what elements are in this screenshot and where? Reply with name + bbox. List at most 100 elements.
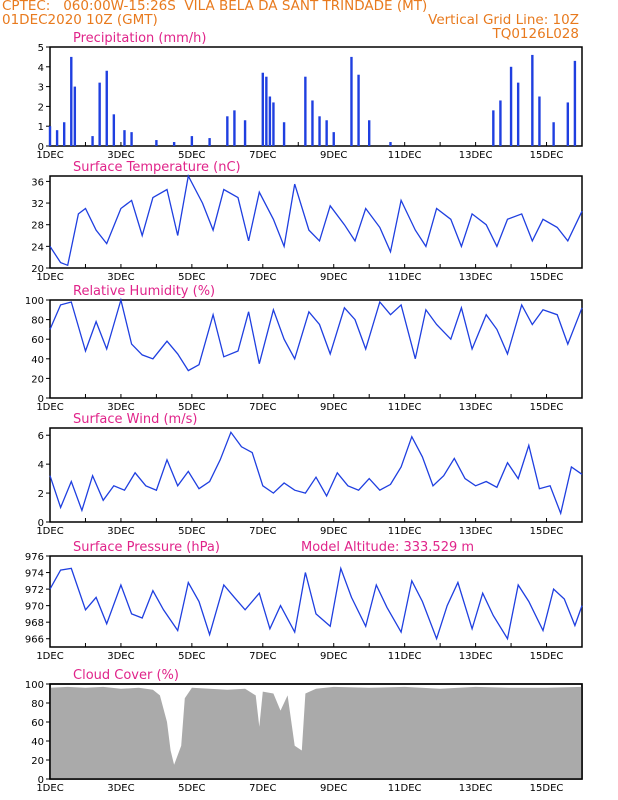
cloud-area xyxy=(50,686,582,779)
x-tick-label: 11DEC xyxy=(388,402,422,413)
precip-bar xyxy=(130,132,133,146)
y-tick-label: 1 xyxy=(38,122,44,133)
y-tick-label: 100 xyxy=(25,680,44,691)
panel-title: Relative Humidity (%) xyxy=(73,284,215,299)
x-tick-label: 7DEC xyxy=(249,651,276,662)
precip-bar xyxy=(318,116,321,146)
x-tick-label: 1DEC xyxy=(36,651,63,662)
header-model-code: TQ0126L028 xyxy=(492,26,579,42)
x-tick-label: 7DEC xyxy=(249,526,276,537)
x-tick-label: 11DEC xyxy=(388,651,422,662)
precip-bar xyxy=(112,114,116,146)
y-tick-label: 80 xyxy=(31,316,44,327)
x-tick-label: 1DEC xyxy=(36,783,63,794)
panel-3: Surface Wind (m/s) 0 2 4 6 1DEC 3DEC 5DEC 7DEC 9D… xyxy=(36,412,583,537)
y-tick-label: 0 xyxy=(38,142,44,153)
precip-bar xyxy=(282,122,286,146)
precip-bar xyxy=(573,60,577,146)
x-tick-label: 1DEC xyxy=(36,526,63,537)
panel-title: Surface Wind (m/s) xyxy=(73,412,197,427)
x-tick-label: 15DEC xyxy=(530,150,564,161)
precip-bar xyxy=(509,66,513,146)
precip-bar xyxy=(123,130,126,146)
panel-title: Cloud Cover (%) xyxy=(73,668,179,683)
x-tick-label: 5DEC xyxy=(178,783,205,794)
y-tick-label: 5 xyxy=(38,43,44,54)
x-tick-label: 5DEC xyxy=(178,402,205,413)
x-tick-label: 1DEC xyxy=(36,272,63,283)
x-tick-label: 1DEC xyxy=(36,150,63,161)
precip-bar xyxy=(172,142,176,146)
x-tick-label: 5DEC xyxy=(178,651,205,662)
precip-bar xyxy=(243,120,247,146)
precip-bar xyxy=(105,70,108,146)
x-tick-label: 11DEC xyxy=(388,272,422,283)
y-tick-label: 4 xyxy=(38,63,44,74)
panel-0: Precipitation (mm/h) 0 1 2 3 4 5 1DEC 3DEC 5DEC 7D… xyxy=(36,31,583,161)
y-tick-label: 100 xyxy=(25,296,44,307)
y-tick-label: 28 xyxy=(31,221,44,232)
y-tick-label: 4 xyxy=(38,460,44,471)
y-tick-label: 2 xyxy=(38,489,44,500)
panel-frame xyxy=(49,46,583,147)
panel-frame xyxy=(49,427,583,523)
y-tick-label: 24 xyxy=(31,242,44,253)
x-tick-label: 9DEC xyxy=(320,402,347,413)
precip-bar xyxy=(531,54,534,146)
x-tick-label: 9DEC xyxy=(320,150,347,161)
x-tick-label: 7DEC xyxy=(249,402,276,413)
panel-frame xyxy=(49,175,583,269)
precip-bar xyxy=(332,132,335,146)
x-tick-label: 7DEC xyxy=(249,783,276,794)
precip-bar xyxy=(350,56,353,146)
x-tick-label: 11DEC xyxy=(388,783,422,794)
panel-frame xyxy=(49,555,583,648)
x-tick-label: 5DEC xyxy=(178,150,205,161)
y-tick-label: 32 xyxy=(31,199,44,210)
x-tick-label: 3DEC xyxy=(107,272,134,283)
y-tick-label: 60 xyxy=(31,335,44,346)
precip-bar xyxy=(368,120,371,146)
x-tick-label: 7DEC xyxy=(249,150,276,161)
x-tick-label: 1DEC xyxy=(36,402,63,413)
y-tick-label: 976 xyxy=(25,552,44,563)
x-tick-label: 13DEC xyxy=(459,272,493,283)
precip-bar xyxy=(233,110,236,146)
x-tick-label: 3DEC xyxy=(107,150,134,161)
x-tick-label: 13DEC xyxy=(459,783,493,794)
x-tick-label: 15DEC xyxy=(530,402,564,413)
y-tick-label: 40 xyxy=(31,737,44,748)
series-line xyxy=(49,565,583,641)
precip-bar xyxy=(538,96,541,146)
y-tick-label: 36 xyxy=(31,177,44,188)
y-tick-label: 20 xyxy=(31,264,44,275)
x-tick-label: 3DEC xyxy=(107,526,134,537)
x-tick-label: 3DEC xyxy=(107,402,134,413)
y-tick-label: 0 xyxy=(38,518,44,529)
series-line xyxy=(49,430,583,516)
y-tick-label: 20 xyxy=(31,756,44,767)
precip-bar xyxy=(208,138,211,146)
x-tick-label: 13DEC xyxy=(459,526,493,537)
y-tick-label: 40 xyxy=(31,355,44,366)
y-tick-label: 60 xyxy=(31,718,44,729)
panel-5: Cloud Cover (%) 0 20 40 60 80 100 1DEC 3DEC 5DEC 7… xyxy=(25,668,583,794)
precip-bar xyxy=(304,76,307,146)
precip-bar xyxy=(492,110,495,146)
precip-bar xyxy=(62,122,66,146)
precip-bar xyxy=(155,140,158,146)
x-tick-label: 15DEC xyxy=(530,272,564,283)
x-tick-label: 9DEC xyxy=(320,783,347,794)
precip-bar xyxy=(70,56,73,146)
panel-1: Surface Temperature (nC) 20 24 28 32 36 1DEC 3D… xyxy=(31,160,583,283)
precip-bar xyxy=(552,122,555,146)
x-tick-label: 9DEC xyxy=(320,526,347,537)
panel-annotation: Model Altitude: 333.529 m xyxy=(301,540,474,555)
y-tick-label: 3 xyxy=(38,83,44,94)
precip-bar xyxy=(566,102,570,146)
panel-2: Relative Humidity (%) 0 20 40 60 80 100 1DEC 3DE… xyxy=(25,284,583,413)
precip-bar xyxy=(272,102,275,146)
precip-bar xyxy=(499,100,502,146)
header-grid-line: Vertical Grid Line: 10Z xyxy=(428,12,579,28)
header-station: CPTEC: 060:00W-15:26S VILA BELA DA SANT … xyxy=(2,0,428,14)
